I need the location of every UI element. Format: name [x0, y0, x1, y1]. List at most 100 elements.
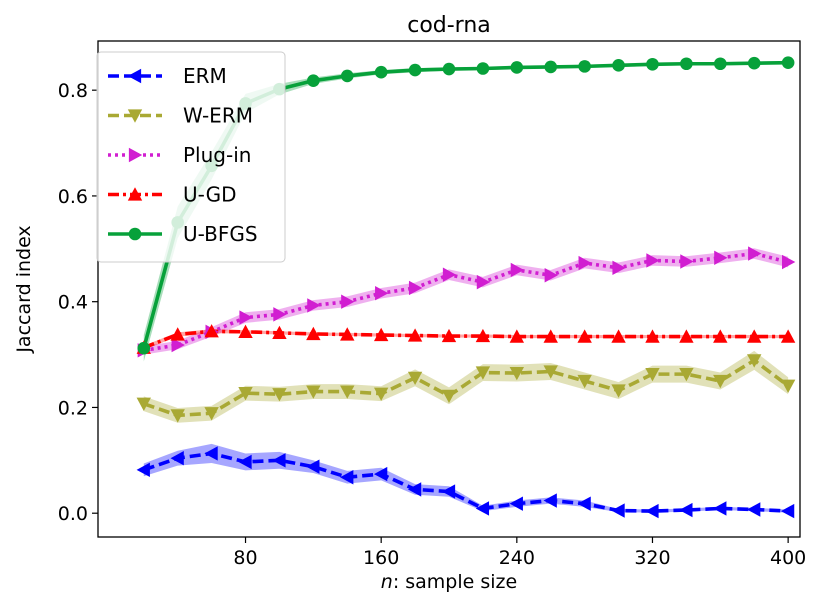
plug-in-point — [341, 294, 355, 309]
u-gd-point — [577, 329, 592, 343]
y-tick-label: 0.4 — [58, 292, 88, 314]
legend-label: W-ERM — [183, 104, 253, 128]
u-bfgs-point — [374, 65, 388, 79]
w-erm-point — [577, 374, 592, 389]
plug-in-point — [171, 337, 185, 353]
legend-marker — [127, 68, 142, 84]
w-erm-point — [679, 368, 694, 382]
u-bfgs-point — [680, 57, 693, 71]
w-erm-point — [645, 368, 660, 382]
erm-point — [679, 502, 693, 518]
series-markers — [136, 56, 796, 519]
plug-in-point — [375, 286, 389, 301]
plug-in-point — [714, 250, 728, 266]
w-erm-band — [143, 350, 789, 423]
plug-in-point — [239, 310, 253, 325]
x-axis-label: n: sample size — [381, 571, 517, 593]
plug-in-point — [646, 253, 660, 268]
y-tick-label: 0.2 — [58, 397, 88, 419]
legend-item-plug-in: Plug-in — [108, 143, 251, 167]
u-bfgs-point — [544, 60, 558, 74]
w-erm-point — [204, 407, 219, 421]
plug-in-point — [510, 262, 525, 278]
w-erm-point — [272, 388, 287, 402]
legend-label: Plug-in — [183, 143, 251, 167]
legend-label: U-GD — [183, 183, 237, 207]
u-gd-point — [509, 329, 525, 343]
w-erm-line — [143, 358, 790, 418]
u-gd-point — [272, 325, 287, 340]
chart-title: cod-rna — [407, 13, 491, 38]
legend-marker — [127, 187, 143, 201]
x-axis-ticks: 80 160 240 320 400 — [233, 537, 806, 569]
u-bfgs-point — [476, 62, 490, 75]
legend-box — [96, 51, 286, 263]
erm-point — [645, 503, 659, 519]
plot-area-frame — [97, 40, 801, 538]
legend-marker — [128, 227, 142, 241]
w-erm-point — [747, 354, 762, 368]
x-tick-label: 160 — [363, 547, 399, 569]
u-bfgs-point — [781, 56, 795, 69]
u-gd-point — [679, 329, 694, 343]
u-bfgs-point — [307, 74, 320, 87]
plug-in-point — [578, 255, 592, 271]
w-erm-point — [543, 365, 558, 379]
u-gd-point — [407, 328, 423, 342]
w-erm-point — [611, 384, 626, 398]
erm-point — [509, 496, 523, 511]
u-gd-point — [611, 329, 626, 343]
u-gd-line — [143, 329, 789, 350]
plug-in-point — [612, 260, 626, 276]
u-gd-point — [170, 327, 185, 341]
w-erm-point — [713, 374, 728, 389]
erm-point — [747, 502, 761, 517]
erm-point — [475, 501, 490, 516]
erm-point — [373, 466, 388, 482]
w-erm-point — [340, 385, 355, 399]
plug-in-point — [476, 274, 491, 290]
erm-band — [143, 443, 789, 513]
y-tick-label: 0.8 — [58, 80, 88, 102]
x-tick-label: 80 — [233, 547, 257, 569]
w-erm-point — [407, 371, 423, 386]
x-tick-label: 240 — [499, 547, 535, 569]
erm-point — [577, 496, 591, 511]
legend-item-w-erm: W-ERM — [108, 104, 253, 128]
y-tick-label: 0.0 — [58, 503, 88, 525]
u-gd-point — [306, 326, 321, 341]
legend-marker — [127, 109, 143, 123]
w-erm-point — [306, 385, 321, 399]
u-bfgs-point — [714, 57, 727, 71]
u-gd-point — [780, 329, 796, 343]
w-erm-point — [509, 366, 525, 381]
x-axis-variable: n — [381, 571, 393, 593]
u-bfgs-point — [646, 57, 659, 71]
plug-in-point — [782, 254, 796, 270]
x-tick-label: 400 — [770, 547, 806, 569]
u-bfgs-point — [442, 62, 456, 76]
w-erm-point — [441, 389, 457, 404]
x-axis-label-text: : sample size — [393, 571, 517, 593]
plug-in-band — [143, 248, 789, 355]
plug-in-point — [544, 268, 558, 283]
u-gd-point — [645, 329, 660, 343]
u-gd-point — [340, 327, 355, 341]
u-gd-point — [543, 329, 558, 343]
plug-in-point — [442, 267, 457, 282]
plug-in-point — [408, 280, 423, 296]
legend-item-erm: ERM — [108, 64, 227, 88]
u-gd-point — [747, 329, 762, 343]
plug-in-point — [680, 254, 694, 269]
plug-in-point — [748, 246, 762, 261]
erm-point — [441, 484, 456, 499]
erm-point — [170, 451, 184, 466]
w-erm-point — [475, 366, 491, 380]
y-axis-ticks: 0.0 0.2 0.4 0.6 0.8 — [58, 80, 98, 525]
w-erm-point — [780, 379, 796, 393]
u-gd-point — [441, 328, 457, 343]
u-bfgs-point — [137, 341, 151, 355]
legend: ERM W-ERM Plug-in U-GD U-BFGS — [96, 51, 286, 263]
x-tick-label: 320 — [634, 547, 670, 569]
